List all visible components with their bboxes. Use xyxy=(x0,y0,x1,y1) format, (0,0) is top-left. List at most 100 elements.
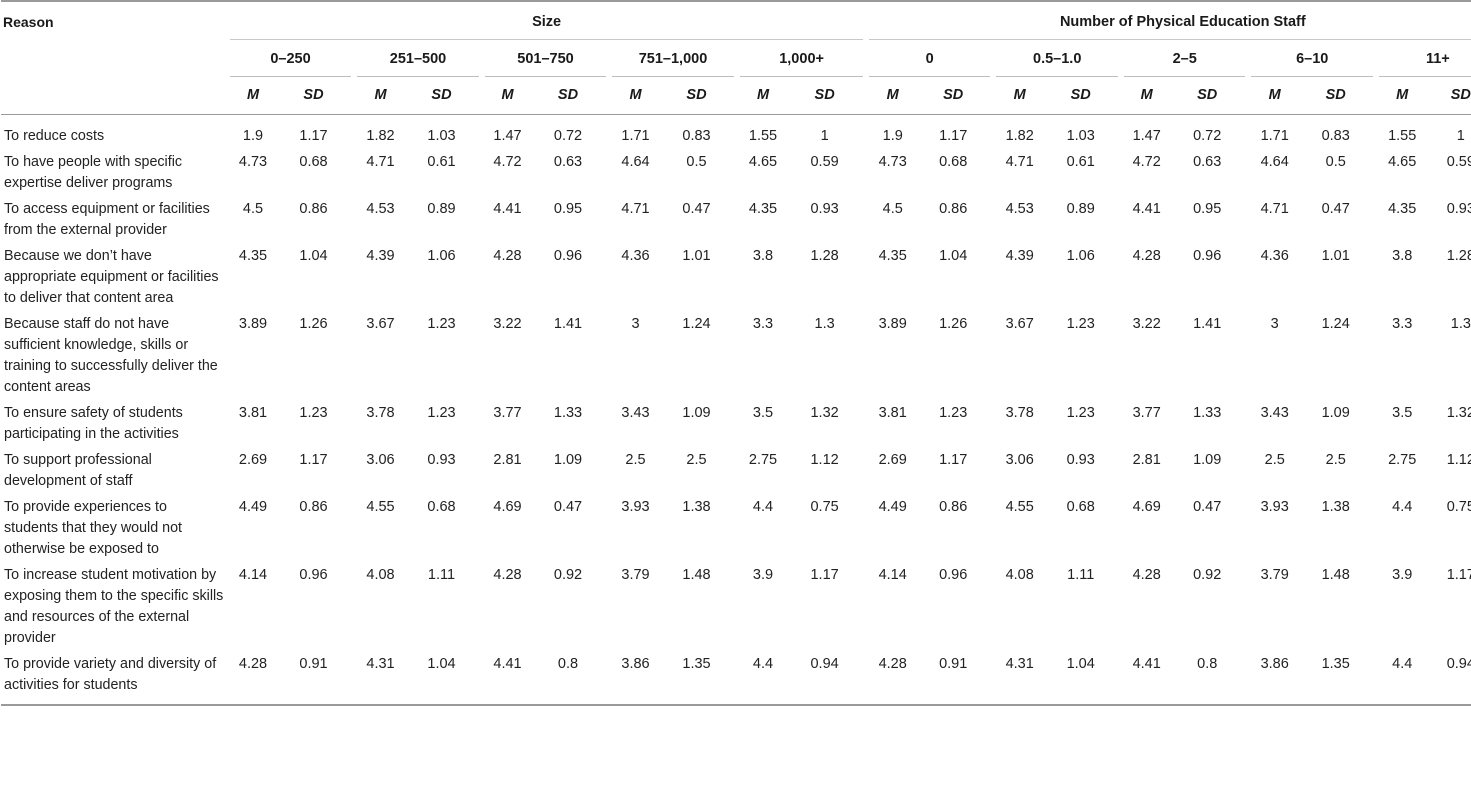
sd-cell: 0.86 xyxy=(939,499,968,515)
mean-cell: 1.55 xyxy=(748,128,778,144)
mean-cell: 4.28 xyxy=(1132,248,1161,264)
sd-cell: 1.41 xyxy=(553,316,583,332)
sd-header: SD xyxy=(557,87,579,103)
mean-cell: 2.81 xyxy=(493,452,522,468)
table-row: To have people with specific expertise d… xyxy=(1,150,1471,197)
reason-cell: Because we don’t have appropriate equipm… xyxy=(4,248,219,306)
reason-cell: To reduce costs xyxy=(4,128,105,144)
mean-header: M xyxy=(374,87,387,103)
sd-cell: 1.26 xyxy=(299,316,328,332)
mean-cell: 2.75 xyxy=(748,452,778,468)
sd-cell: 1.17 xyxy=(299,128,328,144)
mean-cell: 4.41 xyxy=(493,656,522,672)
mean-cell: 4.69 xyxy=(493,499,522,515)
mean-cell: 1.82 xyxy=(366,128,395,144)
sd-cell: 0.92 xyxy=(553,567,583,583)
mean-cell: 4.28 xyxy=(238,656,268,672)
mean-cell: 3.3 xyxy=(1392,316,1413,332)
sd-header: SD xyxy=(431,87,452,103)
sd-cell: 0.72 xyxy=(553,128,583,144)
sd-cell: 1.41 xyxy=(1193,316,1222,332)
sd-cell: 0.47 xyxy=(682,201,711,217)
mean-cell: 4.31 xyxy=(1005,656,1034,672)
reason-cell: To support professional development of s… xyxy=(4,452,152,489)
sd-cell: 1.01 xyxy=(682,248,711,264)
sd-header: SD xyxy=(1450,87,1471,103)
sd-cell: 0.63 xyxy=(1193,154,1222,170)
mean-cell: 1.55 xyxy=(1388,128,1417,144)
mean-cell: 1.71 xyxy=(621,128,650,144)
reason-cell: Because staff do not have sufficient kno… xyxy=(4,316,218,395)
table-row: Because we don’t have appropriate equipm… xyxy=(1,244,1471,312)
sd-cell: 1.12 xyxy=(1446,452,1471,468)
sd-cell: 0.91 xyxy=(299,656,328,672)
sd-cell: 1.48 xyxy=(682,567,711,583)
mean-cell: 3.22 xyxy=(493,316,522,332)
reason-cell: To have people with specific expertise d… xyxy=(4,154,183,191)
mean-cell: 4.55 xyxy=(1005,499,1034,515)
mean-cell: 4.28 xyxy=(493,248,522,264)
sd-cell: 1.33 xyxy=(1193,405,1222,421)
table-row: To ensure safety of students participati… xyxy=(1,401,1471,448)
mean-cell: 4.14 xyxy=(878,567,907,583)
size-col-header: 751–1,000 xyxy=(612,39,734,77)
mean-cell: 4.49 xyxy=(878,499,907,515)
sd-cell: 1.3 xyxy=(814,316,835,332)
mean-cell: 4.28 xyxy=(878,656,907,672)
mean-cell: 3 xyxy=(631,316,640,332)
mean-cell: 3.86 xyxy=(1260,656,1289,672)
mean-cell: 4.53 xyxy=(366,201,395,217)
results-table: Reason Size Number of Physical Education… xyxy=(1,0,1471,706)
sd-cell: 1.03 xyxy=(1066,128,1095,144)
mean-cell: 3.79 xyxy=(621,567,650,583)
sd-cell: 0.94 xyxy=(1446,656,1471,672)
mean-cell: 4.39 xyxy=(366,248,395,264)
sd-cell: 0.86 xyxy=(939,201,968,217)
sd-cell: 0.68 xyxy=(1066,499,1095,515)
mean-cell: 4.5 xyxy=(882,201,903,217)
mean-cell: 3.93 xyxy=(1260,499,1289,515)
size-col-header: 501–750 xyxy=(485,39,606,77)
sd-cell: 0.93 xyxy=(1446,201,1471,217)
mean-cell: 4.73 xyxy=(878,154,907,170)
sd-cell: 1.28 xyxy=(810,248,839,264)
sd-cell: 0.93 xyxy=(427,452,456,468)
sd-cell: 1.35 xyxy=(682,656,711,672)
mean-cell: 2.81 xyxy=(1132,452,1161,468)
table-row: To provide experiences to students that … xyxy=(1,495,1471,563)
sd-cell: 0.83 xyxy=(1321,128,1350,144)
sd-cell: 0.96 xyxy=(1193,248,1222,264)
mean-header: M xyxy=(1013,87,1026,103)
sd-cell: 1.23 xyxy=(299,405,328,421)
sd-cell: 1.24 xyxy=(682,316,711,332)
sd-cell: 0.72 xyxy=(1193,128,1222,144)
sd-cell: 0.95 xyxy=(553,201,583,217)
mean-cell: 4.4 xyxy=(752,656,774,672)
sd-cell: 0.86 xyxy=(299,201,328,217)
table-row: To access equipment or facilities from t… xyxy=(1,197,1471,244)
sd-cell: 0.96 xyxy=(299,567,328,583)
mean-cell: 4.64 xyxy=(621,154,650,170)
mean-cell: 3.81 xyxy=(878,405,907,421)
mean-header: M xyxy=(629,87,642,103)
table-body: To reduce costs 1.9 1.17 1.82 1.03 1.47 0.72 1.… xyxy=(1,115,1471,705)
mean-cell: 4.36 xyxy=(621,248,650,264)
mean-cell: 4.08 xyxy=(1005,567,1034,583)
mean-cell: 1.9 xyxy=(242,128,264,144)
size-col-header: 1,000+ xyxy=(740,39,864,77)
reason-cell: To provide experiences to students that … xyxy=(4,499,183,557)
table-row: To support professional development of s… xyxy=(1,448,1471,495)
mean-cell: 3.77 xyxy=(493,405,522,421)
mean-cell: 3.22 xyxy=(1132,316,1161,332)
sd-cell: 1.23 xyxy=(1066,405,1095,421)
sd-cell: 0.61 xyxy=(1066,154,1095,170)
sd-cell: 0.86 xyxy=(299,499,328,515)
sd-cell: 0.93 xyxy=(810,201,839,217)
mean-cell: 3.43 xyxy=(1260,405,1289,421)
reason-cell: To ensure safety of students participati… xyxy=(4,405,183,442)
sd-cell: 1.23 xyxy=(1066,316,1095,332)
mean-header: M xyxy=(1268,87,1281,103)
mean-cell: 4.64 xyxy=(1260,154,1289,170)
sd-cell: 1.12 xyxy=(810,452,839,468)
mean-cell: 3.8 xyxy=(1392,248,1413,264)
